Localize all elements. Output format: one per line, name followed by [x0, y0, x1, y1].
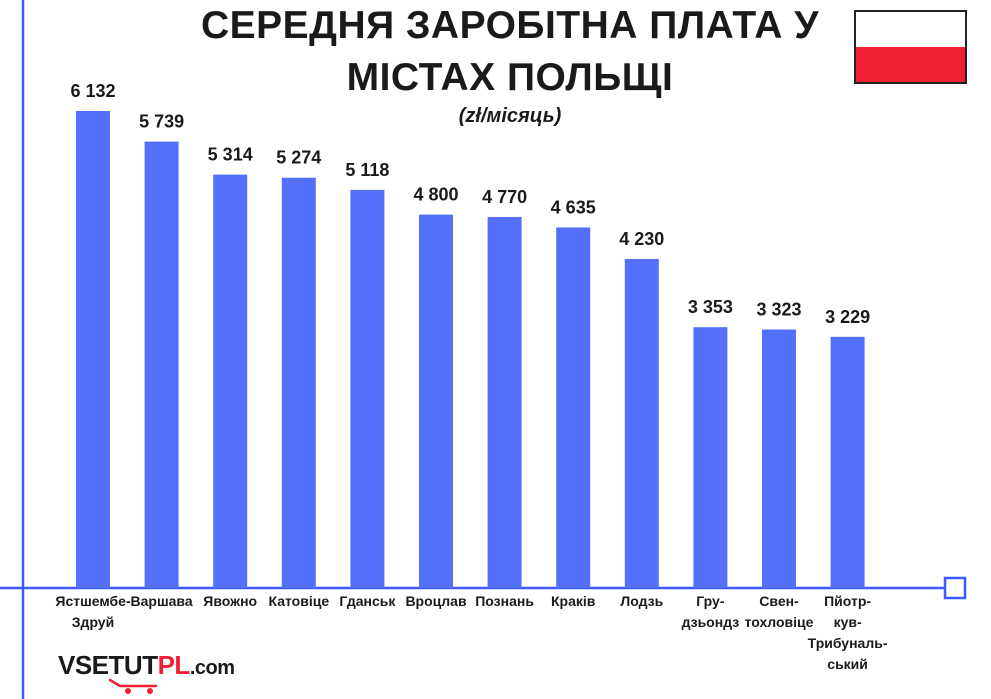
logo-part-3: PL [157, 650, 191, 680]
category-label-12-line-4: ський [827, 656, 868, 672]
chart-title-line-2: МІСТАХ ПОЛЬЩІ [346, 56, 674, 99]
chart-subtitle: (zł/місяць) [458, 105, 562, 127]
category-label-12-line-1: Пйотр- [824, 593, 871, 609]
bar-9 [624, 258, 659, 588]
value-label-8: 4 635 [551, 197, 596, 217]
value-label-7: 4 770 [482, 187, 527, 207]
category-label-1-line-2: Здруй [72, 614, 114, 630]
category-label-8-line-1: Краків [551, 593, 596, 609]
bar-5 [350, 189, 385, 588]
value-label-10: 3 353 [688, 297, 733, 317]
logo-part-1: VSE [58, 650, 109, 680]
flag-white-stripe [856, 12, 965, 47]
logo-part-2: TUT [108, 650, 159, 680]
value-label-9: 4 230 [619, 229, 664, 249]
category-label-6-line-1: Вроцлав [405, 593, 467, 609]
bar-7 [487, 216, 522, 589]
bar-12 [830, 336, 865, 588]
category-label-11-line-2: тохловіце [745, 614, 814, 630]
bar-2 [144, 141, 179, 589]
flag-red-stripe [856, 47, 965, 82]
chart-title: СЕРЕДНЯ ЗАРОБІТНА ПЛАТА У МІСТАХ ПОЛЬЩІ [190, 0, 830, 104]
category-label-3-line-1: Явожно [203, 593, 257, 609]
value-label-11: 3 323 [756, 300, 801, 320]
site-logo: VSETUTPL.com [58, 650, 238, 696]
category-label-11-line-1: Свен- [759, 593, 799, 609]
bar-11 [762, 329, 796, 588]
category-label-12-line-3: Трибуналь- [808, 635, 888, 651]
bar-8 [556, 227, 591, 588]
logo-part-4: .com [189, 657, 235, 679]
value-label-1: 6 132 [70, 81, 115, 101]
value-label-3: 5 314 [208, 145, 253, 165]
bar-4 [281, 177, 316, 588]
category-label-1-line-1: Ястшембе- [55, 593, 131, 609]
category-label-4-line-1: Катовіце [268, 593, 329, 609]
bar-6 [419, 214, 453, 588]
category-label-9-line-1: Лодзь [620, 593, 663, 609]
category-label-12-line-2: кув- [834, 614, 862, 630]
bar-10 [693, 327, 728, 588]
poland-flag-icon [854, 10, 967, 84]
logo-text: VSETUTPL.com [58, 650, 235, 681]
category-label-7-line-1: Познань [475, 593, 534, 609]
value-label-4: 5 274 [276, 148, 321, 168]
category-label-10-line-1: Гру- [696, 593, 725, 609]
bar-3 [213, 174, 248, 589]
value-label-6: 4 800 [413, 185, 458, 205]
value-label-2: 5 739 [139, 112, 184, 132]
value-label-12: 3 229 [825, 307, 870, 327]
value-label-5: 5 118 [345, 160, 389, 180]
axis-end-square [943, 576, 967, 600]
category-label-5-line-1: Гданськ [339, 593, 396, 609]
category-label-10-line-2: дзьондз [682, 614, 740, 630]
chart-title-line-1: СЕРЕДНЯ ЗАРОБІТНА ПЛАТА У [200, 4, 820, 47]
category-label-2-line-1: Варшава [131, 593, 193, 609]
cart-icon [108, 678, 158, 694]
bar-1 [76, 111, 110, 588]
